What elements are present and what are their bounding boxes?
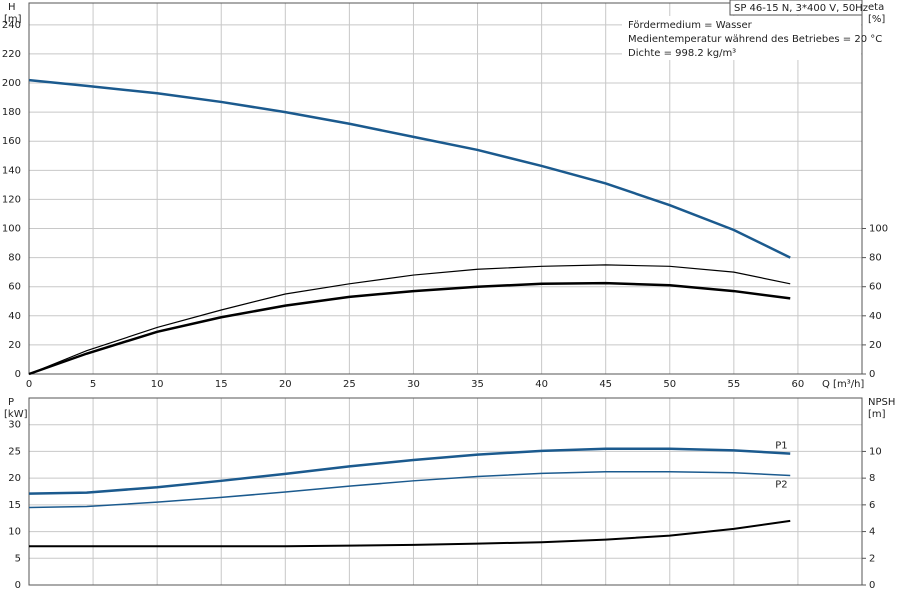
x-tick-label: 20 <box>279 379 292 390</box>
y-tick-label: 220 <box>2 49 21 60</box>
x-tick-label: 45 <box>599 379 612 390</box>
y-axis-label: P <box>8 397 14 408</box>
series-label: P1 <box>775 441 787 452</box>
plot-frame <box>28 397 863 586</box>
y-axis-label: H <box>8 2 16 13</box>
y-tick-label: 120 <box>2 194 21 205</box>
y2-axis-unit: [m] <box>868 409 886 420</box>
y-tick-label: 15 <box>8 500 21 511</box>
y2-tick-label: 0 <box>869 580 875 591</box>
plot-frame <box>28 2 863 375</box>
y2-tick-label: 10 <box>869 446 882 457</box>
info-box <box>622 16 861 60</box>
y-tick-label: 20 <box>8 473 21 484</box>
annotation: Dichte = 998.2 kg/m³ <box>628 48 736 59</box>
y2-tick-label: 4 <box>869 527 875 538</box>
x-tick-label: 0 <box>26 379 32 390</box>
series-label: P2 <box>775 479 787 490</box>
y2-axis-label: eta <box>868 2 884 13</box>
annotation: Fördermedium = Wasser <box>628 20 753 31</box>
y-tick-label: 80 <box>8 253 21 264</box>
y2-tick-label: 100 <box>869 224 888 235</box>
y2-tick-label: 60 <box>869 282 882 293</box>
y-tick-label: 0 <box>15 369 21 380</box>
y-axis-unit: [kW] <box>4 409 28 420</box>
y-tick-label: 0 <box>15 580 21 591</box>
y-tick-label: 10 <box>8 527 21 538</box>
y-axis-unit: [m] <box>4 14 22 25</box>
y2-tick-label: 20 <box>869 340 882 351</box>
x-tick-label: 5 <box>90 379 96 390</box>
y2-tick-label: 0 <box>869 369 875 380</box>
y2-tick-label: 6 <box>869 500 875 511</box>
x-tick-label: 55 <box>727 379 740 390</box>
y-tick-label: 20 <box>8 340 21 351</box>
series-line <box>28 264 791 375</box>
series-line <box>29 519 791 548</box>
series-line <box>28 447 791 495</box>
y-tick-label: 25 <box>8 446 21 457</box>
y-tick-label: 180 <box>2 107 21 118</box>
y2-tick-label: 40 <box>869 311 882 322</box>
y-tick-label: 140 <box>2 165 21 176</box>
y2-tick-label: 80 <box>869 253 882 264</box>
y-tick-label: 200 <box>2 78 21 89</box>
x-tick-label: 15 <box>215 379 228 390</box>
y2-axis-label: NPSH <box>868 397 895 408</box>
x-axis-label: Q [m³/h] <box>822 379 864 390</box>
annotation: Medientemperatur während des Betriebes =… <box>628 34 882 45</box>
x-tick-label: 30 <box>407 379 420 390</box>
series-line <box>28 281 791 376</box>
y-tick-label: 40 <box>8 311 21 322</box>
x-tick-label: 10 <box>151 379 164 390</box>
y2-tick-label: 2 <box>869 553 875 564</box>
y2-tick-label: 8 <box>869 473 875 484</box>
series-line <box>28 78 791 259</box>
x-tick-label: 35 <box>471 379 484 390</box>
y-tick-label: 5 <box>15 553 21 564</box>
x-tick-label: 25 <box>343 379 356 390</box>
y2-axis-unit: [%] <box>868 14 885 25</box>
y-tick-label: 240 <box>2 20 21 31</box>
y-tick-label: 100 <box>2 224 21 235</box>
x-tick-label: 40 <box>535 379 548 390</box>
y-tick-label: 30 <box>8 420 21 431</box>
x-tick-label: 50 <box>663 379 676 390</box>
y-tick-label: 60 <box>8 282 21 293</box>
title-box <box>729 0 863 16</box>
series-line <box>28 470 791 509</box>
y-tick-label: 160 <box>2 136 21 147</box>
x-tick-label: 60 <box>792 379 805 390</box>
chart-title: SP 46-15 N, 3*400 V, 50Hz <box>734 3 868 14</box>
